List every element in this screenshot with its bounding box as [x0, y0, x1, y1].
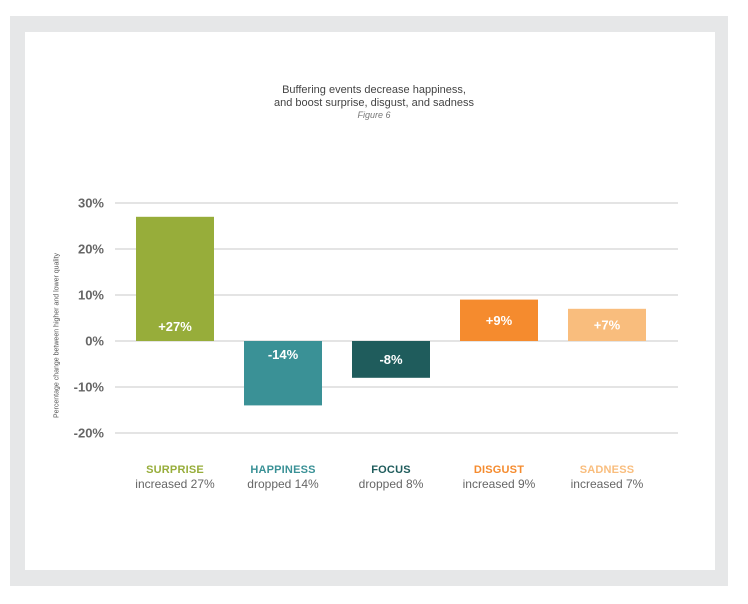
category-description: dropped 8%	[358, 477, 424, 491]
category-description: dropped 14%	[247, 477, 319, 491]
category-description: increased 7%	[570, 477, 644, 491]
y-tick-label: 0%	[85, 334, 104, 349]
category-sadness: SADNESS increased 7%	[552, 463, 662, 492]
category-description: increased 27%	[135, 477, 215, 491]
category-disgust: DISGUST increased 9%	[444, 463, 554, 492]
bar-happiness	[244, 341, 322, 406]
chart-title: Buffering events decrease happiness, and…	[0, 84, 748, 110]
y-tick-label: -10%	[74, 380, 105, 395]
category-focus: FOCUS dropped 8%	[336, 463, 446, 492]
chart-title-line-2: and boost surprise, disgust, and sadness	[274, 97, 474, 109]
bar-focus	[352, 341, 430, 378]
category-name: DISGUST	[473, 464, 525, 476]
y-tick-label: 20%	[78, 242, 104, 257]
bar-value-label: -14%	[268, 347, 299, 362]
bar-value-label: +9%	[486, 313, 513, 328]
y-tick-label: 30%	[78, 196, 104, 211]
y-tick-label: 10%	[78, 288, 104, 303]
category-happiness: HAPPINESS dropped 14%	[228, 463, 338, 492]
bar-value-label: +7%	[594, 317, 621, 332]
category-surprise: SURPRISE increased 27%	[120, 463, 230, 492]
bar-value-label: -8%	[379, 352, 403, 367]
bar-surprise	[136, 216, 214, 341]
category-name: HAPPINESS	[250, 464, 316, 476]
category-description: increased 9%	[462, 477, 536, 491]
category-name: SURPRISE	[146, 464, 204, 476]
category-name: SADNESS	[579, 464, 635, 476]
bar-sadness	[568, 308, 646, 341]
figure-label: Figure 6	[357, 110, 391, 120]
bar-disgust	[460, 299, 538, 341]
bar-value-label: +27%	[158, 319, 192, 334]
chart-title-line-1: Buffering events decrease happiness,	[282, 84, 466, 96]
y-tick-label: -20%	[74, 426, 105, 441]
category-name: FOCUS	[371, 464, 411, 476]
